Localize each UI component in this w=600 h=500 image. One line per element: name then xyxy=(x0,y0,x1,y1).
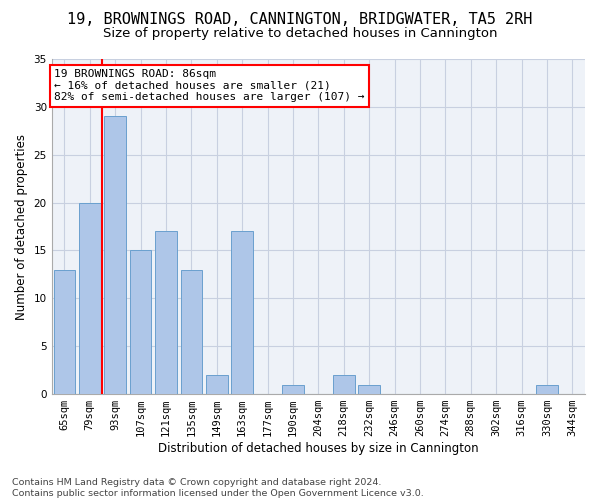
Bar xyxy=(155,232,177,394)
Bar xyxy=(536,384,557,394)
Bar xyxy=(333,375,355,394)
Bar xyxy=(181,270,202,394)
Bar xyxy=(358,384,380,394)
Bar xyxy=(79,202,101,394)
Bar xyxy=(282,384,304,394)
Bar xyxy=(53,270,75,394)
X-axis label: Distribution of detached houses by size in Cannington: Distribution of detached houses by size … xyxy=(158,442,479,455)
Bar xyxy=(130,250,151,394)
Bar xyxy=(232,232,253,394)
Text: Size of property relative to detached houses in Cannington: Size of property relative to detached ho… xyxy=(103,28,497,40)
Text: 19, BROWNINGS ROAD, CANNINGTON, BRIDGWATER, TA5 2RH: 19, BROWNINGS ROAD, CANNINGTON, BRIDGWAT… xyxy=(67,12,533,28)
Text: Contains HM Land Registry data © Crown copyright and database right 2024.
Contai: Contains HM Land Registry data © Crown c… xyxy=(12,478,424,498)
Bar xyxy=(104,116,126,394)
Text: 19 BROWNINGS ROAD: 86sqm
← 16% of detached houses are smaller (21)
82% of semi-d: 19 BROWNINGS ROAD: 86sqm ← 16% of detach… xyxy=(55,69,365,102)
Bar xyxy=(206,375,227,394)
Y-axis label: Number of detached properties: Number of detached properties xyxy=(15,134,28,320)
